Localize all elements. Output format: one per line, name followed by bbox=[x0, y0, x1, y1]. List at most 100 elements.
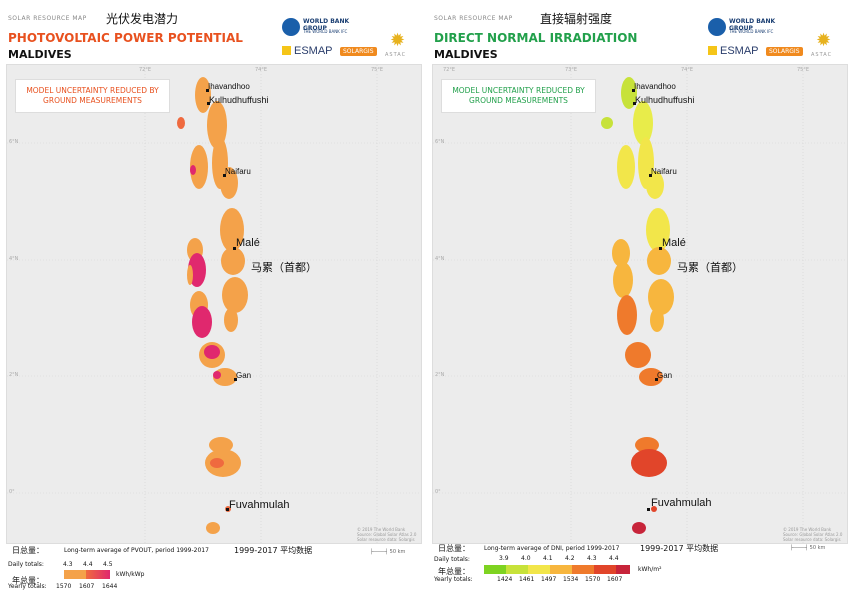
uncertainty-note: MODEL UNCERTAINTY REDUCED BY GROUND MEAS… bbox=[441, 79, 596, 113]
map-header: SOLAR RESOURCE MAP 直接辐射强度 DIRECT NORMAL … bbox=[432, 0, 852, 64]
country-name: MALDIVES bbox=[8, 48, 72, 61]
label-ihavandhoo: Ihavandhoo bbox=[634, 82, 676, 91]
uncertainty-note: MODEL UNCERTAINTY REDUCED BY GROUND MEAS… bbox=[15, 79, 170, 113]
tick-2n: 2°N bbox=[9, 372, 19, 378]
scale-bar: ├────┤ 50 km bbox=[370, 549, 406, 555]
legend-swatch bbox=[64, 570, 86, 579]
label-male: Malé bbox=[662, 237, 686, 249]
city-marker bbox=[633, 102, 636, 105]
yearly-cn-label: 年总量： bbox=[438, 567, 470, 576]
legend-swatch bbox=[484, 565, 506, 574]
daily-value: 4.5 bbox=[103, 561, 113, 568]
label-kulhudhuffushi: Kulhudhuffushi bbox=[635, 95, 695, 105]
daily-totals-label: Daily totals: bbox=[8, 561, 44, 568]
daily-value: 4.4 bbox=[609, 555, 619, 562]
esmap-logo: ESMAP bbox=[282, 45, 333, 57]
map-credit: © 2019 The World Bank Source: Global Sol… bbox=[783, 527, 843, 542]
map-title: DIRECT NORMAL IRRADIATION bbox=[434, 31, 638, 45]
daily-value: 4.1 bbox=[543, 555, 553, 562]
daily-value: 4.2 bbox=[565, 555, 575, 562]
solargis-logo: SOLARGIS bbox=[340, 47, 377, 56]
pvout-map-panel: SOLAR RESOURCE MAP 光伏发电潜力 PHOTOVOLTAIC P… bbox=[6, 0, 426, 596]
legend-swatch bbox=[572, 565, 594, 574]
tick-2n: 2°N bbox=[435, 372, 445, 378]
label-gan: Gan bbox=[657, 371, 673, 380]
yearly-value: 1607 bbox=[607, 576, 623, 583]
astac-logo: ASTAC bbox=[811, 52, 833, 58]
yearly-totals-label: Yearly totals: bbox=[434, 576, 473, 583]
scale-bar: ├────┤ 50 km bbox=[790, 545, 826, 551]
legend-swatch bbox=[86, 570, 110, 579]
yearly-value: 1607 bbox=[79, 583, 95, 590]
tick-73e: 73°E bbox=[565, 67, 578, 73]
daily-cn-label: 日总量： bbox=[438, 544, 470, 553]
yearly-cn-label: 年总量： bbox=[12, 576, 44, 585]
globe-icon bbox=[708, 18, 726, 36]
tick-6n: 6°N bbox=[9, 139, 19, 145]
city-marker bbox=[207, 102, 210, 105]
legend-swatch bbox=[506, 565, 528, 574]
solar-resource-map-label: SOLAR RESOURCE MAP bbox=[434, 15, 513, 22]
city-marker bbox=[632, 89, 635, 92]
label-naifaru: Naifaru bbox=[225, 167, 251, 176]
yearly-value: 1534 bbox=[563, 576, 579, 583]
globe-icon bbox=[282, 18, 300, 36]
map-graphic bbox=[7, 65, 421, 543]
label-fuvahmulah: Fuvahmulah bbox=[229, 499, 290, 511]
yearly-totals-label: Yearly totals: bbox=[8, 583, 47, 590]
solar-resource-map-label: SOLAR RESOURCE MAP bbox=[8, 15, 87, 22]
map-canvas[interactable]: MODEL UNCERTAINTY REDUCED BY GROUND MEAS… bbox=[6, 64, 422, 544]
yearly-value: 1424 bbox=[497, 576, 513, 583]
chinese-title: 直接辐射强度 bbox=[540, 12, 613, 26]
sun-icon: ✹ bbox=[816, 30, 832, 51]
label-kulhudhuffushi: Kulhudhuffushi bbox=[209, 95, 269, 105]
footer-description: Long-term average of PVOUT, period 1999-… bbox=[64, 547, 209, 554]
chinese-title: 光伏发电潜力 bbox=[106, 12, 179, 26]
map-credit: © 2019 The World Bank Source: Global Sol… bbox=[357, 527, 417, 542]
label-ihavandhoo: Ihavandhoo bbox=[208, 82, 250, 91]
city-marker bbox=[655, 378, 658, 381]
astac-logo: ASTAC bbox=[385, 52, 407, 58]
capital-cn-label: 马累（首都） bbox=[677, 261, 743, 274]
daily-value: 3.9 bbox=[499, 555, 509, 562]
sun-icon: ✹ bbox=[390, 30, 406, 51]
world-bank-logo: WORLD BANK GROUP THE WORLD BANK IFC bbox=[282, 16, 372, 44]
city-marker bbox=[206, 89, 209, 92]
city-marker bbox=[659, 247, 662, 250]
tick-4n: 4°N bbox=[435, 256, 445, 262]
daily-cn-label: 日总量： bbox=[12, 546, 44, 555]
capital-cn-label: 马累（首都） bbox=[251, 261, 317, 274]
map-header: SOLAR RESOURCE MAP 光伏发电潜力 PHOTOVOLTAIC P… bbox=[6, 0, 426, 64]
solargis-logo: SOLARGIS bbox=[766, 47, 803, 56]
yearly-value: 1570 bbox=[585, 576, 601, 583]
tick-0: 0° bbox=[435, 489, 441, 495]
city-marker bbox=[234, 378, 237, 381]
map-graphic bbox=[433, 65, 847, 543]
tick-74e: 74°E bbox=[681, 67, 694, 73]
tick-74e: 74°E bbox=[255, 67, 268, 73]
city-marker bbox=[233, 247, 236, 250]
label-fuvahmulah: Fuvahmulah bbox=[651, 497, 712, 509]
daily-value: 4.3 bbox=[587, 555, 597, 562]
label-gan: Gan bbox=[236, 371, 252, 380]
map-canvas[interactable]: MODEL UNCERTAINTY REDUCED BY GROUND MEAS… bbox=[432, 64, 848, 544]
footer-cn-average: 1999-2017 平均数据 bbox=[640, 544, 719, 553]
daily-value: 4.4 bbox=[83, 561, 93, 568]
country-name: MALDIVES bbox=[434, 48, 498, 61]
atolls-dni bbox=[601, 77, 674, 534]
tick-75e: 75°E bbox=[797, 67, 810, 73]
dni-map-panel: SOLAR RESOURCE MAP 直接辐射强度 DIRECT NORMAL … bbox=[432, 0, 852, 596]
footer-description: Long-term average of DNI, period 1999-20… bbox=[484, 545, 620, 552]
map-title: PHOTOVOLTAIC POWER POTENTIAL bbox=[8, 31, 243, 45]
atolls-pvout bbox=[177, 77, 248, 534]
tick-72e: 72°E bbox=[139, 67, 152, 73]
label-male: Malé bbox=[236, 237, 260, 249]
yearly-value: 1497 bbox=[541, 576, 557, 583]
city-marker bbox=[647, 508, 650, 511]
world-bank-logo: WORLD BANK GROUP THE WORLD BANK IFC bbox=[708, 16, 798, 44]
yearly-value: 1644 bbox=[102, 583, 118, 590]
tick-72e: 72°E bbox=[443, 67, 456, 73]
legend-swatch bbox=[594, 565, 616, 574]
legend-swatch bbox=[528, 565, 550, 574]
legend-unit: kWh/kWp bbox=[116, 571, 145, 578]
